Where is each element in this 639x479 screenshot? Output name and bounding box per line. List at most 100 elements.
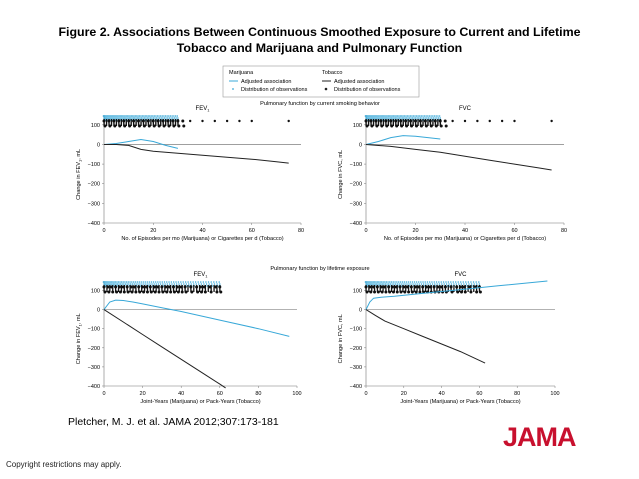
tobacco-observation-dot: [225, 119, 229, 123]
marijuana-observation-dot: [118, 283, 120, 285]
tobacco-observation-dot: [130, 119, 132, 126]
marijuana-observation-dot: [392, 115, 395, 117]
marijuana-observation-dot: [168, 117, 171, 119]
x-tick-label: 0: [364, 228, 367, 234]
marijuana-observation-dot: [133, 117, 136, 119]
marijuana-observation-dot: [401, 117, 404, 119]
marijuana-observation-dot: [426, 117, 428, 119]
marijuana-observation-dot: [121, 117, 123, 119]
marijuana-observation-dot: [408, 115, 410, 117]
marijuana-observation-dot: [394, 283, 397, 285]
marijuana-observation-dot: [144, 281, 146, 283]
marijuana-observation-dot: [390, 281, 393, 283]
tobacco-observation-dot: [143, 285, 146, 292]
marijuana-observation-dot: [139, 283, 141, 285]
marijuana-observation-dot: [120, 117, 122, 119]
marijuana-observation-dot: [380, 281, 383, 283]
marijuana-observation-dot: [387, 115, 390, 117]
marijuana-observation-dot: [430, 115, 432, 117]
marijuana-observation-dot: [387, 117, 389, 119]
legend-marijuana-line-label: Adjusted association: [241, 79, 291, 85]
marijuana-observation-dot: [175, 117, 177, 119]
tobacco-observation-dot: [213, 119, 217, 123]
marijuana-observation-dot: [161, 115, 163, 117]
marijuana-observation-dot: [173, 115, 175, 117]
marijuana-observation-dot: [121, 283, 123, 285]
marijuana-observation-dot: [178, 283, 180, 285]
marijuana-observation-dot: [192, 283, 195, 285]
x-tick-label: 20: [412, 228, 418, 234]
marijuana-observation-dot: [112, 283, 115, 285]
tobacco-observation-dot: [167, 285, 169, 292]
marijuana-observation-dot: [139, 117, 141, 119]
marijuana-observation-dot: [404, 117, 406, 119]
tobacco-observation-dot: [188, 119, 192, 123]
y-tick-label: −400: [88, 384, 100, 390]
x-tick-label: 20: [401, 391, 407, 397]
marijuana-observation-dot: [180, 281, 182, 283]
marijuana-observation-dot: [402, 117, 405, 119]
tobacco-observation-dot: [112, 285, 114, 292]
marijuana-observation-dot: [470, 281, 472, 283]
x-tick-label: 0: [102, 228, 105, 234]
tobacco-observation-dot: [405, 119, 407, 126]
tobacco-observation-dot: [372, 119, 375, 126]
tobacco-observation-dot: [405, 285, 407, 292]
tobacco-observation-dot: [385, 285, 387, 292]
marijuana-observation-dot: [397, 117, 399, 119]
marijuana-observation-dot: [403, 281, 406, 283]
tobacco-observation-dot: [371, 285, 373, 292]
tobacco-observation-dot: [149, 285, 152, 292]
tobacco-observation-dot: [210, 285, 212, 292]
tobacco-observation-dot: [126, 285, 128, 292]
tobacco-observation-dot: [376, 285, 379, 292]
tobacco-observation-dot: [444, 124, 448, 128]
marijuana-observation-dot: [431, 281, 433, 283]
tobacco-observation-dot: [413, 285, 415, 292]
tobacco-observation-dot: [368, 285, 370, 292]
y-tick-label: 100: [91, 123, 100, 129]
marijuana-observation-dot: [410, 117, 412, 119]
tobacco-observation-dot: [207, 285, 209, 292]
marijuana-observation-dot: [124, 283, 127, 285]
marijuana-observation-dot: [150, 281, 153, 283]
tobacco-observation-dot: [434, 119, 437, 126]
marijuana-observation-dot: [378, 115, 380, 117]
tobacco-observation-dot: [160, 119, 162, 126]
marijuana-observation-dot: [424, 281, 426, 283]
y-tick-label: 0: [97, 308, 100, 314]
marijuana-observation-dot: [417, 117, 420, 119]
tobacco-observation-dot: [129, 285, 131, 292]
marijuana-observation-dot: [131, 117, 133, 119]
x-tick-label: 60: [476, 391, 482, 397]
marijuana-observation-dot: [388, 115, 391, 117]
marijuana-observation-dot: [185, 283, 188, 285]
marijuana-observation-dot: [384, 117, 387, 119]
marijuana-observation-dot: [115, 115, 117, 117]
marijuana-observation-dot: [173, 117, 176, 119]
marijuana-observation-dot: [163, 281, 166, 283]
tobacco-observation-dot: [135, 119, 137, 126]
y-axis-label: Change in FVC, mL: [338, 150, 344, 199]
marijuana-observation-dot: [125, 115, 128, 117]
marijuana-observation-dot: [454, 281, 457, 283]
chart-panel-title: FVC: [459, 106, 472, 112]
marijuana-observation-dot: [433, 115, 436, 117]
marijuana-observation-dot: [170, 281, 173, 283]
tobacco-observation-dot: [456, 285, 458, 292]
marijuana-observation-dot: [205, 283, 208, 285]
marijuana-observation-dot: [168, 283, 171, 285]
marijuana-observation-dot: [412, 283, 414, 285]
tobacco-observation-dot: [390, 285, 393, 292]
tobacco-observation-dot: [382, 285, 384, 292]
marijuana-observation-dot: [108, 281, 110, 283]
marijuana-observation-dot: [402, 283, 404, 285]
tobacco-observation-dot: [432, 119, 434, 126]
marijuana-observation-dot: [466, 285, 468, 287]
tobacco-observation-dot: [181, 285, 183, 292]
tobacco-observation-dot: [187, 285, 189, 292]
marijuana-adjusted-association-line: [103, 138, 179, 149]
y-tick-label: 100: [353, 123, 362, 129]
marijuana-observation-dot: [384, 115, 386, 117]
